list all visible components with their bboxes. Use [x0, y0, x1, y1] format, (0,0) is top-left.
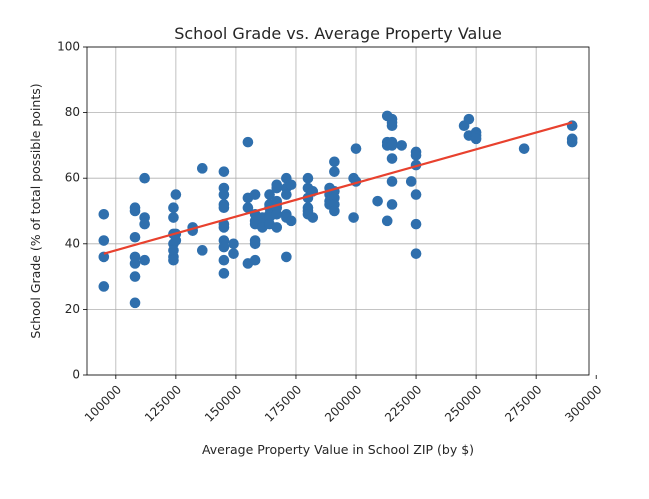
scatter-point: [410, 149, 422, 161]
trend-line: [103, 121, 573, 255]
scatter-point: [129, 202, 141, 214]
scatter-point: [139, 218, 150, 230]
scatter-point: [386, 199, 398, 210]
scatter-point: [386, 153, 398, 164]
y-tick-label: 0: [72, 368, 80, 382]
x-axis-label: Average Property Value in School ZIP (by…: [202, 442, 474, 457]
scatter-point: [307, 212, 319, 223]
scatter-point: [228, 238, 239, 250]
scatter-point: [386, 140, 398, 151]
scatter-point: [405, 176, 417, 187]
chart-title: School Grade vs. Average Property Value: [174, 24, 502, 43]
scatter-point: [129, 231, 141, 243]
scatter-point: [470, 133, 482, 145]
scatter-point: [98, 281, 110, 292]
scatter-point: [271, 182, 283, 194]
scatter-point: [285, 179, 297, 191]
y-tick-label: 80: [65, 105, 80, 119]
y-axis-label: School Grade (% of total possible points…: [28, 83, 43, 338]
scatter-point: [168, 254, 179, 266]
y-tick-label: 100: [57, 40, 80, 54]
scatter-point: [98, 251, 110, 263]
scatter-points: [98, 110, 578, 309]
scatter-point: [218, 222, 230, 233]
scatter-point: [98, 235, 110, 246]
scatter-point: [129, 297, 141, 309]
scatter-point: [249, 189, 261, 200]
scatter-point: [218, 254, 230, 266]
scatter-point: [129, 251, 141, 263]
y-tick-label: 40: [65, 236, 80, 250]
scatter-point: [139, 172, 150, 184]
scatter-point: [566, 120, 578, 132]
scatter-point: [350, 143, 362, 154]
scatter-point: [281, 189, 292, 200]
scatter-point: [196, 163, 208, 174]
scatter-point: [98, 208, 110, 220]
y-tick-label: 60: [65, 171, 80, 185]
scatter-point: [386, 120, 398, 132]
scatter-point: [281, 251, 292, 263]
scatter-point: [410, 189, 422, 200]
scatter-point: [218, 241, 230, 253]
scatter-point: [264, 189, 275, 200]
scatter-point: [218, 268, 230, 279]
scatter-point: [329, 205, 340, 217]
scatter-point: [386, 176, 398, 187]
y-axis-ticks: 0 20 40 60 80 100: [57, 40, 87, 382]
scatter-point: [168, 202, 179, 214]
scatter-point: [218, 202, 230, 214]
scatter-point: [168, 212, 179, 223]
scatter-point: [566, 136, 578, 148]
scatter-point: [410, 248, 422, 259]
scatter-point: [372, 195, 383, 207]
scatter-point: [249, 238, 261, 250]
scatter-point: [249, 254, 261, 266]
regression-line: [103, 121, 573, 255]
scatter-point: [285, 215, 297, 227]
scatter-point: [242, 136, 254, 148]
scatter-point: [196, 245, 208, 256]
scatter-point: [271, 208, 283, 220]
scatter-point: [463, 113, 475, 125]
scatter-point: [348, 212, 359, 223]
scatter-point: [329, 156, 340, 168]
scatter-point: [228, 248, 239, 259]
scatter-point: [129, 271, 141, 282]
scatter-point: [410, 218, 422, 230]
scatter-point: [170, 189, 182, 200]
scatter-point: [302, 172, 314, 184]
scatter-point: [518, 143, 530, 154]
scatter-point: [139, 254, 150, 266]
y-tick-label: 20: [65, 302, 80, 316]
scatter-point: [170, 235, 182, 246]
scatter-point: [396, 140, 407, 151]
scatter-point: [271, 222, 283, 233]
scatter-point: [329, 166, 340, 177]
plot-frame: [86, 46, 590, 376]
scatter-point: [242, 202, 254, 214]
scatter-point: [218, 189, 230, 200]
scatter-point: [381, 215, 393, 227]
scatter-point: [218, 166, 230, 177]
